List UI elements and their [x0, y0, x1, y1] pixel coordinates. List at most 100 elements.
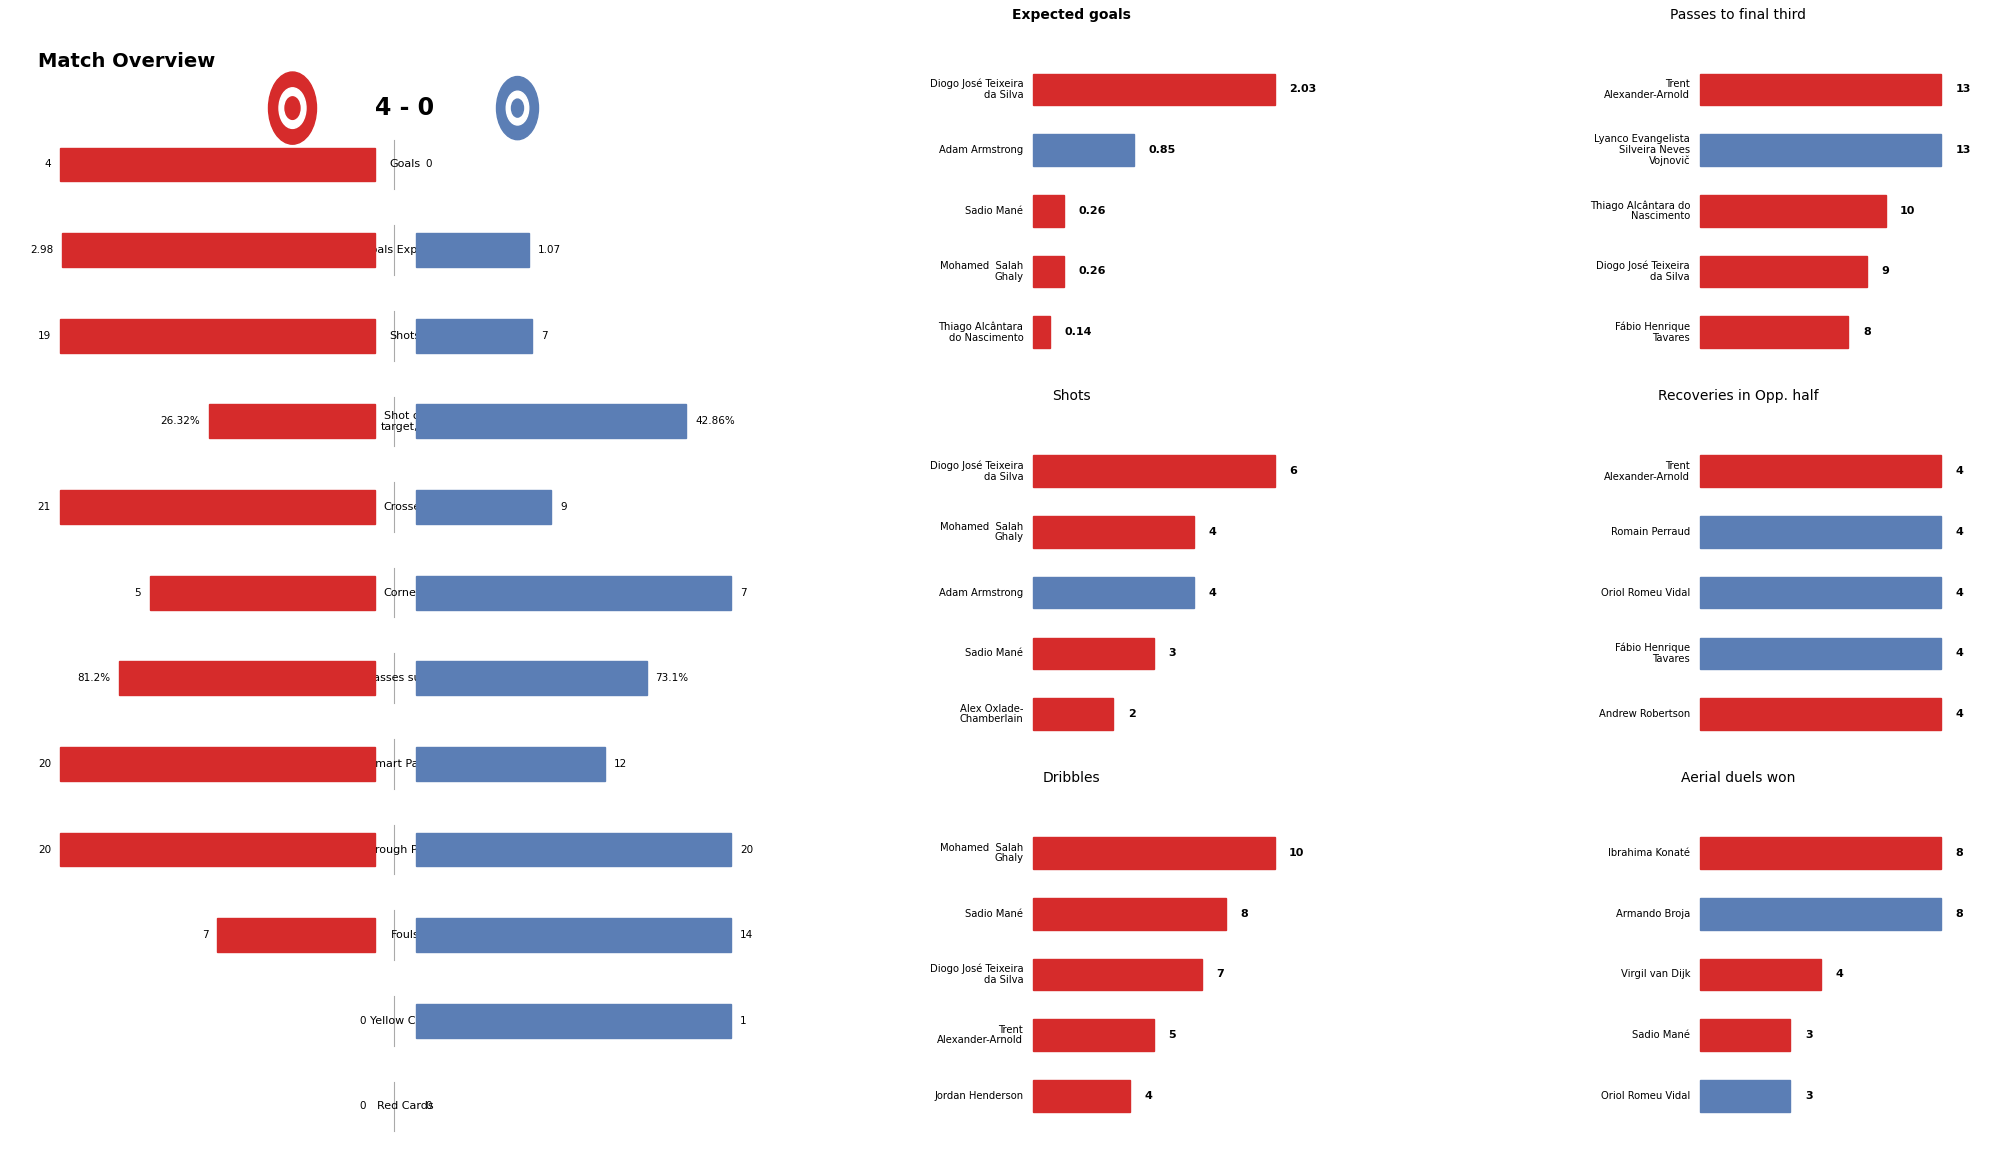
Text: Mohamed  Salah
Ghaly: Mohamed Salah Ghaly	[940, 842, 1024, 864]
Text: Passes succ%: Passes succ%	[366, 673, 444, 683]
Text: 4: 4	[1956, 466, 1964, 476]
Text: 21: 21	[38, 502, 50, 512]
Text: Yellow Cards: Yellow Cards	[370, 1015, 440, 1026]
Text: 20: 20	[38, 845, 50, 854]
FancyBboxPatch shape	[1700, 74, 1942, 106]
Text: Diogo José Teixeira
da Silva: Diogo José Teixeira da Silva	[930, 963, 1024, 985]
Text: Alex Oxlade-
Chamberlain: Alex Oxlade- Chamberlain	[960, 704, 1024, 724]
Text: Through Passes: Through Passes	[362, 845, 448, 854]
FancyBboxPatch shape	[1700, 516, 1942, 548]
FancyBboxPatch shape	[1700, 316, 1848, 348]
FancyBboxPatch shape	[1032, 316, 1050, 348]
Text: 4: 4	[44, 160, 50, 169]
Text: 7: 7	[1216, 969, 1224, 980]
Text: Goals Expected: Goals Expected	[362, 246, 448, 255]
Text: 19: 19	[38, 330, 50, 341]
FancyBboxPatch shape	[1700, 256, 1868, 287]
FancyBboxPatch shape	[1032, 134, 1134, 166]
Circle shape	[268, 72, 316, 145]
FancyBboxPatch shape	[1700, 1080, 1790, 1112]
Text: 8: 8	[1862, 327, 1870, 337]
Text: Thiago Alcântara do
Nascimento: Thiago Alcântara do Nascimento	[1590, 200, 1690, 221]
Text: 4 - 0: 4 - 0	[376, 96, 434, 120]
Text: Recoveries in Opp. half: Recoveries in Opp. half	[1658, 389, 1818, 403]
FancyBboxPatch shape	[416, 233, 528, 267]
Circle shape	[286, 96, 300, 120]
FancyBboxPatch shape	[60, 747, 376, 781]
Text: 8: 8	[1240, 908, 1248, 919]
FancyBboxPatch shape	[1700, 838, 1942, 868]
FancyBboxPatch shape	[1032, 74, 1274, 106]
Text: 0: 0	[360, 1101, 366, 1112]
Text: 13: 13	[1956, 85, 1972, 94]
Text: 4: 4	[1836, 969, 1842, 980]
Text: 1.07: 1.07	[538, 246, 560, 255]
Text: 20: 20	[740, 845, 754, 854]
Text: 81.2%: 81.2%	[78, 673, 110, 683]
FancyBboxPatch shape	[1032, 1020, 1154, 1050]
Text: 0.14: 0.14	[1064, 327, 1092, 337]
FancyBboxPatch shape	[60, 490, 376, 524]
Text: Sadio Mané: Sadio Mané	[966, 649, 1024, 658]
Text: Romain Perraud: Romain Perraud	[1610, 526, 1690, 537]
Text: 5: 5	[134, 588, 140, 598]
Text: 5: 5	[1168, 1030, 1176, 1040]
Text: 0.26: 0.26	[1078, 206, 1106, 216]
Text: Corners: Corners	[384, 588, 426, 598]
Text: Andrew Robertson: Andrew Robertson	[1598, 709, 1690, 719]
FancyBboxPatch shape	[60, 318, 376, 352]
FancyBboxPatch shape	[60, 148, 376, 181]
FancyBboxPatch shape	[1700, 898, 1942, 929]
FancyBboxPatch shape	[416, 833, 732, 866]
Text: Diogo José Teixeira
da Silva: Diogo José Teixeira da Silva	[930, 79, 1024, 100]
FancyBboxPatch shape	[1032, 256, 1064, 287]
Text: Trent
Alexander-Arnold: Trent Alexander-Arnold	[1604, 79, 1690, 100]
FancyBboxPatch shape	[416, 404, 686, 438]
Text: Crosses: Crosses	[384, 502, 426, 512]
FancyBboxPatch shape	[1032, 195, 1064, 227]
Text: Trent
Alexander-Arnold: Trent Alexander-Arnold	[1604, 461, 1690, 482]
Text: 1: 1	[740, 1015, 746, 1026]
Text: 7: 7	[740, 588, 746, 598]
Text: 3: 3	[1804, 1090, 1812, 1101]
FancyBboxPatch shape	[416, 662, 646, 696]
FancyBboxPatch shape	[1032, 898, 1226, 929]
FancyBboxPatch shape	[1700, 134, 1942, 166]
Text: 9: 9	[1882, 267, 1890, 276]
Text: Red Cards: Red Cards	[376, 1101, 434, 1112]
Circle shape	[280, 88, 306, 128]
Text: 12: 12	[614, 759, 628, 768]
Text: Adam Armstrong: Adam Armstrong	[940, 588, 1024, 598]
FancyBboxPatch shape	[62, 233, 376, 267]
Text: Sadio Mané: Sadio Mané	[966, 206, 1024, 216]
Text: Expected goals: Expected goals	[1012, 7, 1132, 21]
Text: 2.98: 2.98	[30, 246, 54, 255]
FancyBboxPatch shape	[1032, 698, 1114, 730]
FancyBboxPatch shape	[1700, 698, 1942, 730]
Text: Lyanco Evangelista
Silveira Neves
Vojnovič: Lyanco Evangelista Silveira Neves Vojnov…	[1594, 134, 1690, 166]
Text: 8: 8	[1956, 848, 1964, 858]
FancyBboxPatch shape	[1700, 638, 1942, 669]
FancyBboxPatch shape	[1032, 838, 1274, 868]
Text: Fouls: Fouls	[390, 931, 420, 940]
Text: Oriol Romeu Vidal: Oriol Romeu Vidal	[1600, 588, 1690, 598]
Text: 7: 7	[542, 330, 548, 341]
Text: Passes to final third: Passes to final third	[1670, 7, 1806, 21]
FancyBboxPatch shape	[1032, 638, 1154, 669]
Text: 3: 3	[1804, 1030, 1812, 1040]
FancyBboxPatch shape	[210, 404, 376, 438]
FancyBboxPatch shape	[416, 318, 532, 352]
Text: 20: 20	[38, 759, 50, 768]
Text: 7: 7	[202, 931, 208, 940]
FancyBboxPatch shape	[1700, 1020, 1790, 1050]
FancyBboxPatch shape	[1032, 577, 1194, 609]
Text: Shots: Shots	[390, 330, 420, 341]
FancyBboxPatch shape	[60, 833, 376, 866]
FancyBboxPatch shape	[1032, 1080, 1130, 1112]
Text: 4: 4	[1956, 649, 1964, 658]
Text: Smart Passes: Smart Passes	[368, 759, 442, 768]
Text: Diogo José Teixeira
da Silva: Diogo José Teixeira da Silva	[930, 461, 1024, 482]
FancyBboxPatch shape	[416, 747, 606, 781]
Text: Fábio Henrique
Tavares: Fábio Henrique Tavares	[1614, 643, 1690, 664]
Text: 4: 4	[1208, 588, 1216, 598]
